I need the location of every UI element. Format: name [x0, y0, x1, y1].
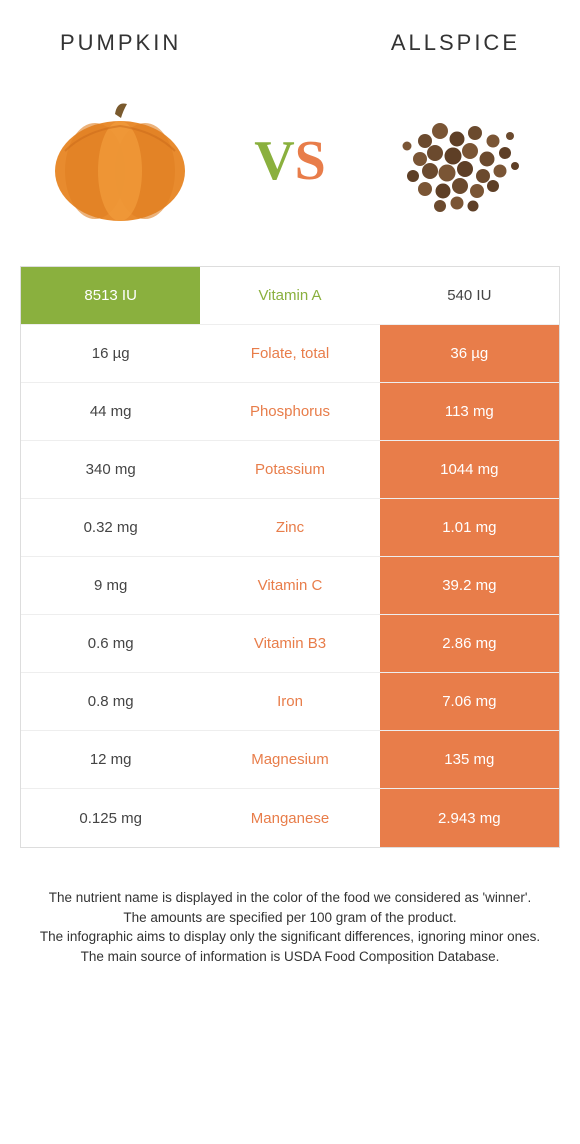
nutrient-name-cell: Potassium	[200, 441, 379, 498]
left-value-cell: 44 mg	[21, 383, 200, 440]
table-row: 44 mgPhosphorus113 mg	[21, 383, 559, 441]
nutrient-name-cell: Folate, total	[200, 325, 379, 382]
right-value-cell: 113 mg	[380, 383, 559, 440]
table-row: 340 mgPotassium1044 mg	[21, 441, 559, 499]
right-food-title: Allspice	[391, 30, 520, 56]
nutrient-name-cell: Vitamin C	[200, 557, 379, 614]
left-value-cell: 0.8 mg	[21, 673, 200, 730]
right-value-cell: 1.01 mg	[380, 499, 559, 556]
nutrient-table: 8513 IUVitamin A540 IU16 µgFolate, total…	[20, 266, 560, 848]
table-row: 9 mgVitamin C39.2 mg	[21, 557, 559, 615]
nutrient-name-cell: Vitamin A	[200, 267, 379, 324]
table-row: 0.6 mgVitamin B32.86 mg	[21, 615, 559, 673]
pumpkin-image	[40, 86, 200, 236]
right-value-cell: 540 IU	[380, 267, 559, 324]
left-value-cell: 0.125 mg	[21, 789, 200, 847]
left-value-cell: 9 mg	[21, 557, 200, 614]
allspice-image	[380, 86, 540, 236]
nutrient-name-cell: Magnesium	[200, 731, 379, 788]
nutrient-name-cell: Manganese	[200, 789, 379, 847]
table-row: 16 µgFolate, total36 µg	[21, 325, 559, 383]
footer-line: The main source of information is USDA F…	[30, 947, 550, 967]
right-value-cell: 2.943 mg	[380, 789, 559, 847]
right-value-cell: 1044 mg	[380, 441, 559, 498]
header: Pumpkin Allspice	[0, 0, 580, 66]
footer-line: The infographic aims to display only the…	[30, 927, 550, 947]
right-value-cell: 39.2 mg	[380, 557, 559, 614]
table-row: 8513 IUVitamin A540 IU	[21, 267, 559, 325]
left-food-title: Pumpkin	[60, 30, 181, 56]
vs-v: V	[254, 130, 294, 192]
nutrient-name-cell: Iron	[200, 673, 379, 730]
footer-line: The nutrient name is displayed in the co…	[30, 888, 550, 908]
left-value-cell: 340 mg	[21, 441, 200, 498]
nutrient-name-cell: Vitamin B3	[200, 615, 379, 672]
left-value-cell: 0.6 mg	[21, 615, 200, 672]
left-value-cell: 12 mg	[21, 731, 200, 788]
vs-s: S	[295, 130, 326, 192]
left-value-cell: 16 µg	[21, 325, 200, 382]
table-row: 0.8 mgIron7.06 mg	[21, 673, 559, 731]
right-value-cell: 2.86 mg	[380, 615, 559, 672]
left-value-cell: 0.32 mg	[21, 499, 200, 556]
footer-line: The amounts are specified per 100 gram o…	[30, 908, 550, 928]
right-value-cell: 135 mg	[380, 731, 559, 788]
vs-label: VS	[254, 129, 326, 193]
nutrient-name-cell: Phosphorus	[200, 383, 379, 440]
vs-row: VS	[0, 66, 580, 266]
right-value-cell: 7.06 mg	[380, 673, 559, 730]
table-row: 0.32 mgZinc1.01 mg	[21, 499, 559, 557]
footer-notes: The nutrient name is displayed in the co…	[0, 848, 580, 966]
table-row: 12 mgMagnesium135 mg	[21, 731, 559, 789]
table-row: 0.125 mgManganese2.943 mg	[21, 789, 559, 847]
nutrient-name-cell: Zinc	[200, 499, 379, 556]
left-value-cell: 8513 IU	[21, 267, 200, 324]
right-value-cell: 36 µg	[380, 325, 559, 382]
